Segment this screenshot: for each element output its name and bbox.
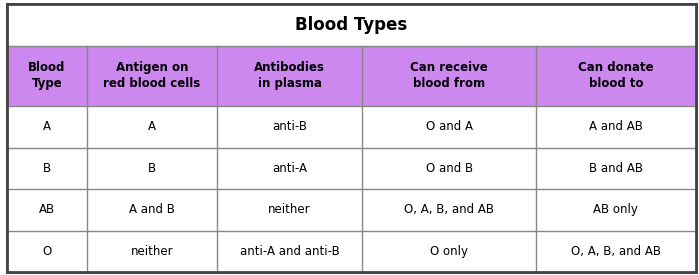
Text: AB: AB — [38, 204, 55, 216]
Bar — [536, 106, 696, 148]
Text: B and AB: B and AB — [589, 162, 643, 175]
Text: Antibodies
in plasma: Antibodies in plasma — [254, 61, 325, 90]
Bar — [217, 231, 362, 272]
Bar — [7, 4, 696, 46]
Text: O and B: O and B — [426, 162, 473, 175]
Bar — [87, 231, 217, 272]
Bar — [362, 148, 536, 189]
Bar — [7, 231, 87, 272]
Text: B: B — [43, 162, 51, 175]
Text: anti-B: anti-B — [272, 120, 307, 133]
Text: A: A — [148, 120, 156, 133]
Text: Can donate
blood to: Can donate blood to — [578, 61, 654, 90]
Bar — [87, 46, 217, 106]
Bar — [217, 148, 362, 189]
Text: anti-A: anti-A — [272, 162, 307, 175]
Bar — [362, 189, 536, 231]
Bar — [536, 189, 696, 231]
Text: Can receive
blood from: Can receive blood from — [410, 61, 488, 90]
Bar — [87, 189, 217, 231]
Text: O only: O only — [430, 245, 468, 258]
Bar — [362, 46, 536, 106]
Bar — [362, 231, 536, 272]
Text: neither: neither — [268, 204, 311, 216]
Text: anti-A and anti-B: anti-A and anti-B — [240, 245, 340, 258]
Text: O, A, B, and AB: O, A, B, and AB — [404, 204, 494, 216]
Bar — [217, 189, 362, 231]
Text: Blood Types: Blood Types — [295, 16, 408, 34]
Bar — [217, 46, 362, 106]
Text: O, A, B, and AB: O, A, B, and AB — [571, 245, 661, 258]
Text: Blood
Type: Blood Type — [28, 61, 66, 90]
Text: O: O — [42, 245, 52, 258]
Bar — [87, 106, 217, 148]
Text: B: B — [148, 162, 156, 175]
Text: A and AB: A and AB — [589, 120, 642, 133]
Bar — [7, 189, 87, 231]
Text: Antigen on
red blood cells: Antigen on red blood cells — [103, 61, 201, 90]
Bar — [7, 148, 87, 189]
Text: A and B: A and B — [129, 204, 175, 216]
Text: AB only: AB only — [593, 204, 638, 216]
Bar — [7, 106, 87, 148]
Text: neither: neither — [131, 245, 173, 258]
Bar — [217, 106, 362, 148]
Text: A: A — [43, 120, 51, 133]
Bar — [536, 231, 696, 272]
Bar — [536, 46, 696, 106]
Bar — [87, 148, 217, 189]
Bar — [362, 106, 536, 148]
Bar — [7, 46, 87, 106]
Text: O and A: O and A — [426, 120, 473, 133]
Bar — [536, 148, 696, 189]
